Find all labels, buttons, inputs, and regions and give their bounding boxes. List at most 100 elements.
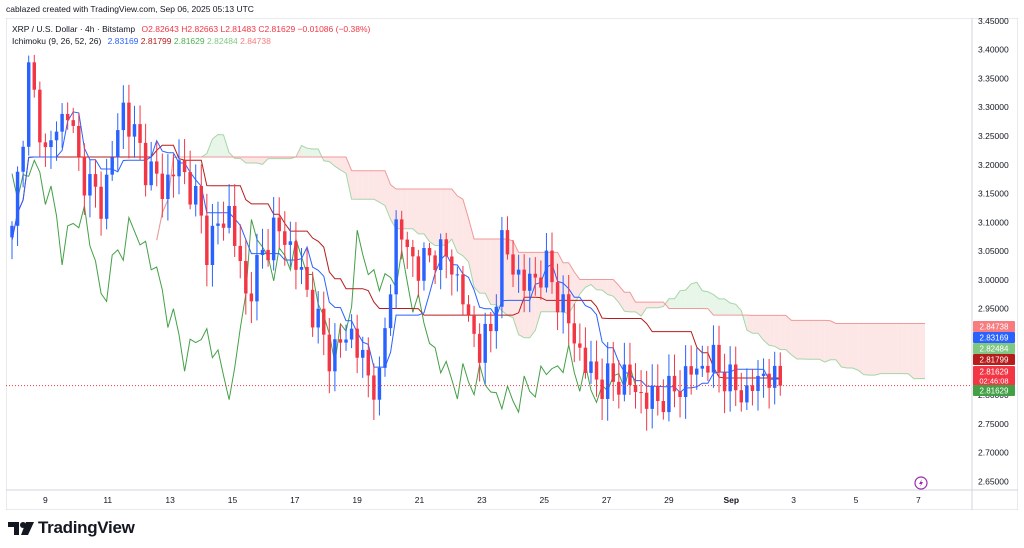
x-tick-label: 17 [290, 495, 300, 505]
candle-body [711, 344, 716, 373]
cloud-segment [256, 157, 263, 165]
cloud-segment [579, 279, 586, 295]
goto-realtime-button[interactable] [914, 476, 928, 490]
time-axis[interactable]: 9 11 13 15 17 19 21 23 25 27 29 Sep 3 5 7 [43, 495, 921, 505]
candle-body [433, 255, 437, 271]
y-tick-label: 3.25000 [978, 131, 1009, 141]
candle [110, 140, 114, 181]
candle [388, 284, 393, 336]
cloud-segment [886, 323, 892, 374]
x-tick-label: 27 [602, 495, 612, 505]
cloud-segment [746, 315, 753, 334]
candle-body [316, 308, 320, 328]
x-tick-label: 11 [103, 495, 112, 505]
symbol-name[interactable]: XRP / U.S. Dollar · 4h · Bitstamp [12, 24, 136, 34]
candle-body [333, 339, 337, 372]
candle-body [683, 366, 688, 398]
candle [182, 139, 187, 185]
candle [127, 84, 131, 159]
candle [205, 193, 209, 287]
cloud-segment [891, 323, 898, 374]
cloud-segment [835, 323, 842, 367]
cloud-segment [763, 315, 770, 346]
price-tag-label: 2.81799 [980, 356, 1009, 365]
candle [216, 201, 220, 245]
candle [244, 239, 248, 315]
candle [232, 184, 237, 258]
candle [166, 154, 170, 221]
y-tick-label: 2.95000 [978, 304, 1009, 314]
candle-body [572, 323, 577, 344]
ichimoku-label[interactable]: Ichimoku (9, 26, 52, 26) [12, 36, 102, 46]
x-tick-label: 29 [664, 495, 674, 505]
cloud-segment [535, 252, 541, 331]
chart-credit: cablazed created with TradingView.com, S… [6, 4, 254, 14]
cloud-segment [451, 188, 458, 253]
candle [93, 159, 98, 208]
candle [99, 171, 103, 236]
candle [271, 197, 276, 271]
low-value: L2.81483 [220, 24, 256, 34]
candle-body [121, 102, 126, 131]
cloud-segment [429, 188, 436, 246]
tradingview-logo[interactable]: TradingView [8, 518, 135, 538]
x-tick-label: 25 [539, 495, 549, 505]
candle [305, 248, 309, 298]
candle-body [355, 328, 359, 358]
candle [238, 224, 242, 279]
candle [761, 358, 766, 398]
candle [466, 295, 471, 322]
candle [522, 254, 526, 313]
candle-body [399, 219, 404, 240]
candle-body [566, 294, 571, 324]
candle-body [722, 372, 727, 392]
candle [700, 345, 705, 378]
candle-body [88, 174, 92, 196]
cloud-segment [217, 134, 224, 158]
candle-body [505, 230, 510, 255]
candle-body [277, 217, 281, 232]
candle [678, 370, 682, 418]
candle-body [65, 113, 70, 121]
candle-body [43, 142, 48, 148]
candle-body [745, 385, 749, 403]
cloud-segment [913, 323, 920, 379]
cloud-segment [440, 188, 447, 246]
candle [433, 250, 437, 284]
candle [104, 158, 109, 230]
candle [733, 346, 738, 407]
candle [566, 274, 571, 345]
candle-body [193, 185, 198, 205]
candle [405, 231, 409, 269]
candle [155, 141, 159, 187]
symbol-legend: XRP / U.S. Dollar · 4h · Bitstamp O2.826… [12, 24, 370, 34]
candle-body [522, 269, 526, 291]
candle-body [650, 386, 654, 409]
price-tag-label: 2.81629 [980, 387, 1009, 396]
candle [578, 323, 582, 361]
leading-span-a-line [156, 133, 926, 380]
candle [160, 153, 165, 218]
candle [739, 372, 744, 412]
candle-body [210, 225, 215, 265]
price-axis[interactable]: 3.45000 3.40000 3.35000 3.30000 3.25000 3.200… [978, 18, 1009, 486]
cloud-segment [607, 279, 614, 297]
candle [500, 216, 504, 319]
candle [394, 210, 398, 310]
candle [43, 133, 48, 167]
candle [511, 240, 515, 288]
candle-body [628, 364, 632, 385]
price-chart[interactable]: 3.45000 3.40000 3.35000 3.30000 3.25000 3.200… [6, 18, 1018, 510]
candle [283, 211, 287, 266]
candle-body [639, 392, 643, 394]
y-tick-label: 3.15000 [978, 189, 1009, 199]
candle [316, 291, 320, 344]
candle-body [405, 239, 409, 248]
candle-body [761, 373, 766, 376]
cloud-segment [362, 170, 369, 200]
candle-body [617, 381, 621, 395]
candle-body [561, 294, 565, 313]
candle [188, 150, 192, 210]
candle-body [244, 261, 248, 294]
